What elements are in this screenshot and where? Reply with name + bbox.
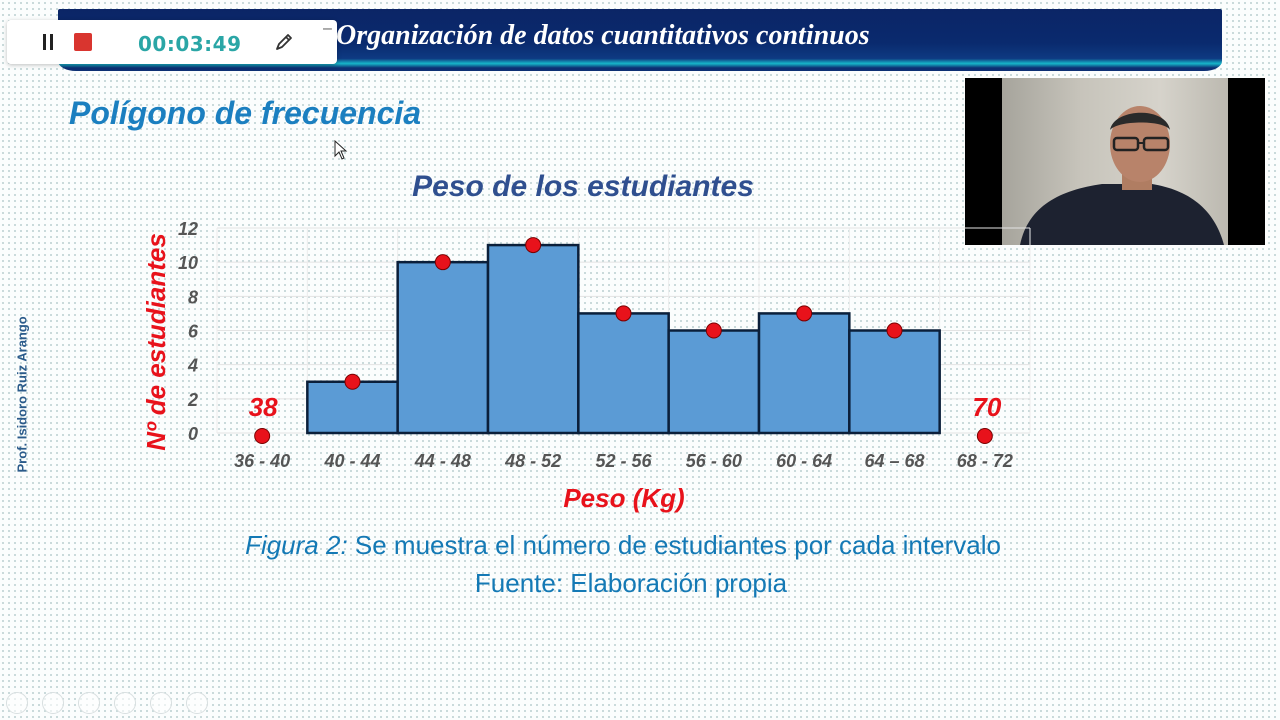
figure-caption: Figura 2: Se muestra el número de estudi… (0, 530, 1246, 561)
x-tick-label: 60 - 64 (776, 451, 832, 471)
y-tick-label: 6 (188, 322, 199, 342)
x-tick-label: 44 - 48 (414, 451, 471, 471)
polygon-point (344, 373, 361, 390)
y-tick-label: 10 (178, 253, 198, 273)
histogram-bar (486, 243, 580, 435)
section-title: Polígono de frecuencia (69, 95, 422, 131)
x-tick-label: 52 - 56 (595, 451, 652, 471)
screen-recorder-toolbar: 00:03:49 – (7, 20, 337, 64)
x-tick-label: 56 - 60 (686, 451, 742, 471)
zoom-icon[interactable] (150, 692, 172, 714)
x-tick-label: 64 – 68 (864, 451, 924, 471)
figure-caption-text: Se muestra el número de estudiantes por … (347, 530, 1001, 560)
stop-icon[interactable] (74, 33, 92, 51)
polygon-point (434, 254, 451, 271)
polygon-point-label: 38 (249, 392, 278, 422)
y-tick-label: 0 (188, 424, 198, 444)
slide-banner-title: Organización de datos cuantitativos cont… (336, 20, 870, 51)
mouse-cursor-icon (334, 140, 348, 160)
histogram-chart: Peso de los estudiantes 0 2 4 6 8 10 12 36 - 40 4… (141, 170, 1031, 513)
recording-timer: 00:03:49 (138, 32, 242, 56)
polygon-point (254, 428, 271, 444)
pen-tool-icon[interactable] (78, 692, 100, 714)
x-tick-label: 36 - 40 (234, 451, 290, 471)
polygon-point (615, 305, 632, 322)
x-axis-label: Peso (Kg) (563, 483, 684, 513)
x-tick-label: 40 - 44 (323, 451, 380, 471)
slide-nav-controls (6, 692, 222, 719)
y-tick-label: 12 (178, 219, 198, 239)
histogram-bar (396, 260, 490, 435)
y-tick-label: 8 (188, 287, 198, 307)
presenter-silhouette-icon (1020, 106, 1224, 245)
polygon-point (796, 305, 813, 322)
prev-slide-icon[interactable] (6, 692, 28, 714)
more-options-icon[interactable] (186, 692, 208, 714)
chart-title: Peso de los estudiantes (412, 170, 754, 203)
polygon-point (705, 322, 722, 339)
slides-grid-icon[interactable] (114, 692, 136, 714)
polygon-point-label: 70 (972, 392, 1001, 422)
polygon-point (976, 428, 993, 444)
x-tick-label: 68 - 72 (957, 451, 1013, 471)
polygon-point (525, 237, 542, 254)
x-tick-label: 48 - 52 (504, 451, 561, 471)
presenter-webcam (965, 78, 1265, 245)
histogram-bar (848, 329, 941, 435)
minimize-icon[interactable]: – (323, 20, 332, 37)
y-tick-label: 4 (187, 356, 198, 376)
histogram-bar (667, 329, 761, 435)
figure-caption-label: Figura 2: (245, 530, 348, 560)
author-vertical-label: Prof. Isidoro Ruiz Arango (14, 316, 30, 473)
figure-source: Fuente: Elaboración propia (474, 568, 788, 598)
histogram-bar (757, 312, 851, 435)
y-axis-label: Nº de estudiantes (141, 233, 171, 451)
pause-icon[interactable] (41, 34, 55, 50)
pen-icon[interactable] (273, 30, 295, 54)
histogram-bar (306, 380, 399, 435)
next-slide-icon[interactable] (42, 692, 64, 714)
webcam-video (1002, 78, 1228, 245)
polygon-point (886, 322, 903, 339)
histogram-bar (577, 312, 670, 435)
y-tick-label: 2 (187, 390, 198, 410)
